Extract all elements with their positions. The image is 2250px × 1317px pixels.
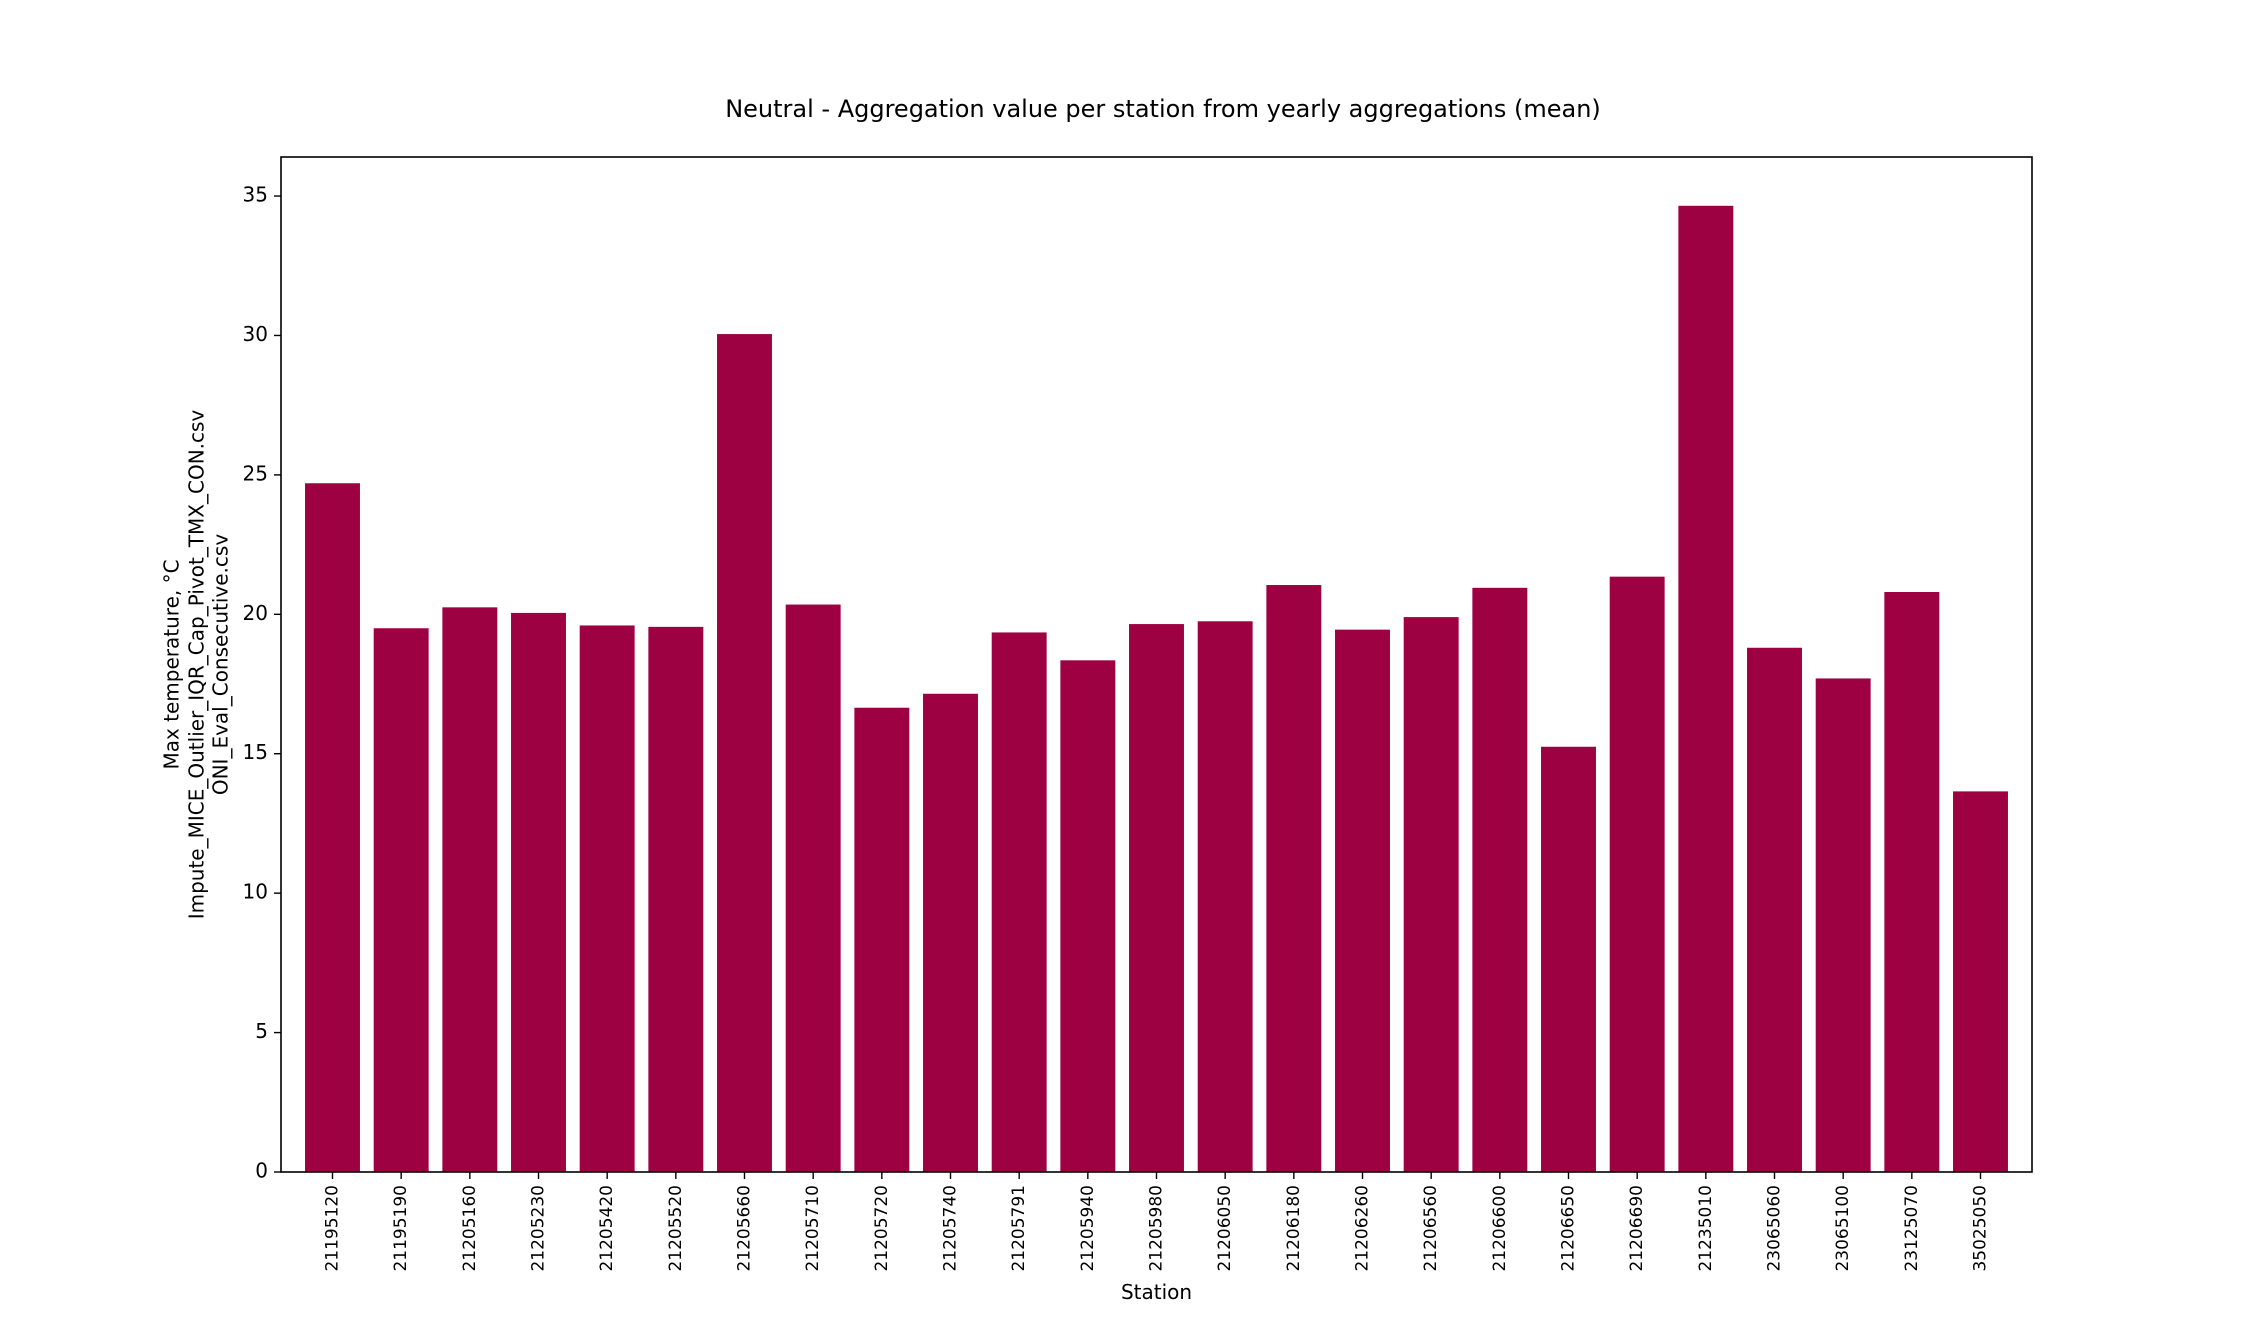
y-tick-label: 25 [243, 461, 268, 485]
bar-21206600 [1472, 587, 1528, 1172]
y-tick-label: 5 [255, 1019, 268, 1043]
bar-35025050 [1953, 791, 2008, 1172]
bar-21205710 [785, 604, 841, 1172]
x-tick-label: 21206050 [1215, 1185, 1235, 1272]
bar-21235010 [1678, 205, 1734, 1172]
bars-group [305, 205, 2008, 1172]
bar-21205940 [1060, 660, 1116, 1172]
bar-21195120 [305, 483, 360, 1172]
y-axis-label-line: Impute_MICE_Outlier_IQR_Cap_Pivot_TMX_CO… [185, 410, 209, 920]
y-tick-label: 20 [243, 601, 268, 625]
chart-title: Neutral - Aggregation value per station … [725, 95, 1601, 123]
x-tick-label: 21205710 [803, 1185, 823, 1272]
y-tick-label: 35 [243, 183, 268, 207]
bar-21205420 [579, 625, 635, 1172]
x-tick-label: 21205740 [941, 1185, 961, 1272]
x-tick-label: 21205980 [1147, 1185, 1167, 1272]
bar-23125070 [1884, 592, 1940, 1172]
x-tick-label: 21205940 [1078, 1185, 1098, 1272]
bar-21206260 [1335, 629, 1390, 1172]
y-axis-label-line: Max temperature, °C [160, 559, 184, 769]
x-tick-label: 21206690 [1627, 1185, 1647, 1272]
bar-21195190 [373, 628, 429, 1172]
bar-23065100 [1815, 678, 1871, 1172]
bar-21205520 [648, 626, 704, 1172]
x-tick-label: 21206180 [1284, 1185, 1304, 1272]
x-tick-label: 21206260 [1353, 1185, 1373, 1272]
bar-21206690 [1609, 576, 1665, 1172]
x-tick-label: 21195190 [391, 1185, 411, 1272]
x-axis: 21195120 21195190 21205160 21205230 21205420… [323, 1172, 1991, 1272]
x-tick-label: 21206600 [1490, 1185, 1510, 1272]
x-tick-label: 21205520 [666, 1185, 686, 1272]
y-axis: 0 5 10 15 20 25 30 35 [243, 183, 281, 1183]
x-tick-label: 21235010 [1696, 1185, 1716, 1272]
bar-21206560 [1403, 617, 1459, 1172]
y-tick-label: 10 [243, 880, 268, 904]
y-tick-label: 0 [255, 1159, 268, 1183]
bar-21206050 [1197, 621, 1253, 1172]
x-tick-label: 21205230 [529, 1185, 549, 1272]
x-tick-label: 23125070 [1902, 1185, 1922, 1272]
bar-21205791 [991, 632, 1047, 1172]
bar-21205720 [854, 707, 910, 1172]
x-tick-label: 21206560 [1421, 1185, 1441, 1272]
x-tick-label: 21205791 [1009, 1185, 1029, 1272]
x-tick-label: 23065060 [1765, 1185, 1785, 1272]
x-axis-label: Station [1121, 1280, 1192, 1304]
bar-21205980 [1129, 624, 1184, 1172]
x-tick-label: 21205720 [872, 1185, 892, 1272]
x-tick-label: 21195120 [323, 1185, 343, 1272]
y-axis-label-line: ONI_Eval_Consecutive.csv [209, 534, 233, 795]
bar-21205160 [442, 607, 498, 1172]
y-tick-label: 30 [243, 322, 268, 346]
bar-21205660 [717, 334, 772, 1172]
y-tick-label: 15 [243, 740, 268, 764]
bar-21206180 [1266, 585, 1322, 1172]
x-tick-label: 21206650 [1559, 1185, 1579, 1272]
x-tick-label: 23065100 [1833, 1185, 1853, 1272]
bar-21205740 [923, 693, 978, 1172]
bar-23065060 [1747, 647, 1802, 1172]
x-tick-label: 21205160 [460, 1185, 480, 1272]
bar-21205230 [511, 612, 566, 1172]
x-tick-label: 21205420 [597, 1185, 617, 1272]
x-tick-label: 21205660 [735, 1185, 755, 1272]
plot-area-frame [280, 156, 2033, 1173]
bar-21206650 [1541, 746, 1596, 1172]
y-axis-label: Max temperature, °C Impute_MICE_Outlier_I… [160, 410, 233, 920]
x-tick-label: 35025050 [1971, 1185, 1991, 1272]
